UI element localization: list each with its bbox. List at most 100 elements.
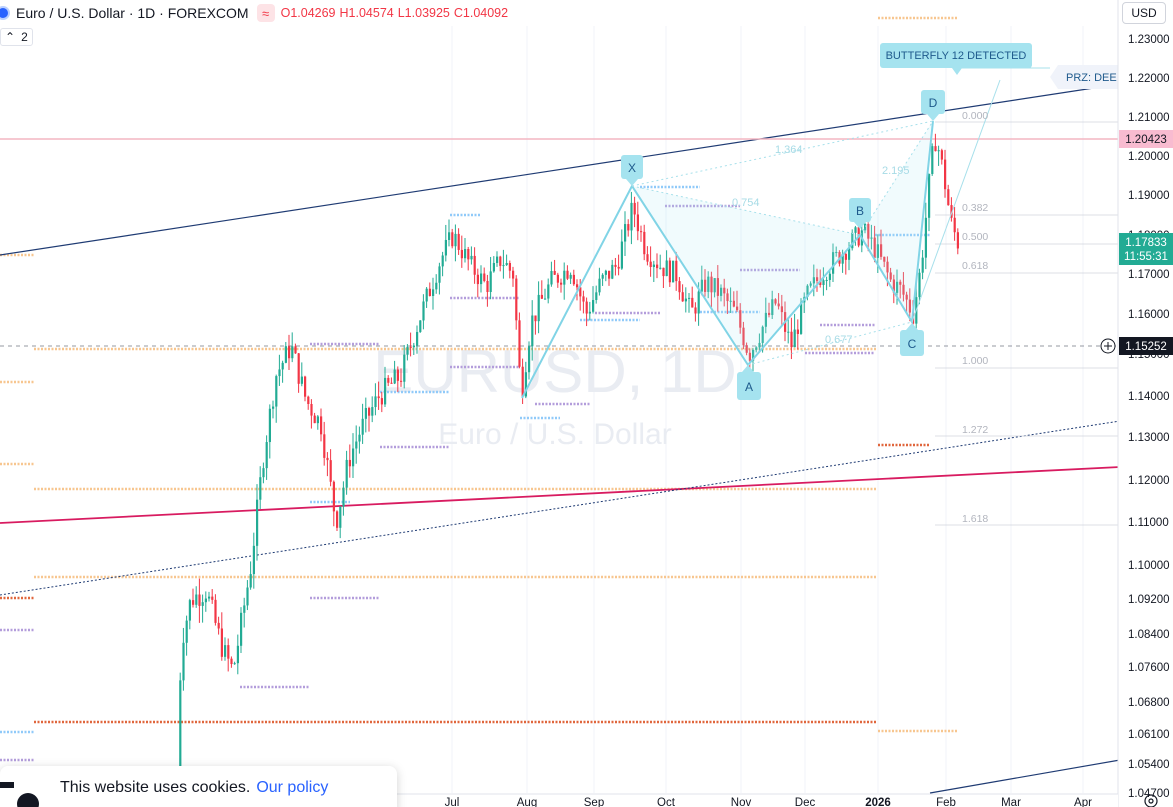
candle	[758, 333, 761, 353]
candle	[636, 201, 639, 241]
candle	[864, 221, 867, 234]
svg-text:1.20423: 1.20423	[1125, 134, 1167, 146]
candle	[809, 281, 812, 288]
candle	[585, 297, 588, 327]
candle	[643, 224, 646, 261]
price-axis[interactable]: 1.230001.220001.210001.200001.190001.180…	[1117, 0, 1173, 807]
point-x-label: X	[621, 155, 643, 186]
crosshair-price-tag: 1.15252	[1100, 337, 1173, 355]
candle	[540, 280, 543, 300]
butterfly-detected-label[interactable]: BUTTERFLY 12 DETECTED	[880, 43, 1032, 75]
candle	[371, 396, 374, 423]
candle	[646, 246, 649, 266]
candle	[684, 287, 687, 313]
candle	[403, 345, 406, 389]
fib-0-500: 0.500	[962, 231, 988, 243]
y-tick-label: 1.16000	[1128, 309, 1170, 321]
candle	[835, 246, 838, 257]
candle	[502, 249, 505, 279]
candle	[790, 317, 793, 360]
x-tick-label: Nov	[731, 797, 752, 807]
point-c-label: C	[900, 323, 924, 356]
candle	[515, 275, 518, 330]
cookie-policy-link[interactable]: Our policy	[256, 779, 329, 796]
candle	[883, 256, 886, 268]
ohlc-high: H1.04574	[339, 6, 394, 20]
settings-icon[interactable]	[1144, 794, 1158, 807]
point-a-label: A	[737, 365, 761, 400]
candle	[284, 341, 287, 364]
y-tick-label: 1.05400	[1128, 759, 1170, 771]
symbol-title[interactable]: Euro / U.S. Dollar · 1D · FOREXCOM	[16, 5, 249, 21]
candle	[390, 377, 393, 384]
candle	[729, 287, 732, 314]
x-tick-label: Apr	[1074, 797, 1092, 807]
candle	[918, 268, 921, 305]
candle	[905, 291, 908, 314]
svg-text:C: C	[908, 337, 917, 351]
candle	[518, 312, 521, 369]
indicators-toggle[interactable]: ⌃ 2	[0, 28, 33, 46]
candle	[256, 484, 259, 561]
candle	[560, 278, 563, 293]
candle	[739, 303, 742, 334]
x-tick-label: 2026	[865, 797, 891, 807]
y-tick-label: 1.11000	[1128, 517, 1169, 529]
candle	[793, 313, 796, 348]
candle	[396, 366, 399, 392]
ratio-ab: 0.754	[732, 197, 760, 209]
candle	[323, 421, 326, 466]
vertical-gridlines	[451, 26, 1084, 793]
candle	[240, 607, 243, 654]
y-tick-label: 1.19000	[1128, 190, 1170, 202]
y-tick-label: 1.13000	[1128, 432, 1170, 444]
currency-button[interactable]: USD	[1122, 2, 1166, 24]
candle	[252, 532, 255, 589]
candle	[265, 435, 268, 480]
candle	[921, 250, 924, 280]
candle	[233, 661, 236, 665]
candle	[291, 332, 294, 363]
candle	[950, 197, 953, 222]
candle	[339, 506, 342, 539]
candle	[547, 278, 550, 304]
candle	[928, 173, 931, 232]
x-tick-label: Aug	[517, 797, 537, 807]
candle	[304, 375, 307, 402]
candle	[480, 265, 483, 293]
candle	[310, 399, 313, 429]
candle	[419, 320, 422, 333]
candle	[432, 277, 435, 310]
candle	[672, 260, 675, 283]
watermark-name: Euro / U.S. Dollar	[438, 418, 671, 451]
candle	[816, 268, 819, 292]
candle	[681, 284, 684, 302]
candle	[710, 271, 713, 308]
candle	[844, 250, 847, 275]
candle	[451, 228, 454, 249]
symbol-logo-icon[interactable]	[0, 6, 10, 20]
data-badge[interactable]: ≈	[256, 4, 275, 22]
fib-1-000: 1.000	[962, 355, 988, 367]
candle	[249, 561, 252, 590]
candle	[720, 284, 723, 302]
candle	[236, 634, 239, 675]
candle	[825, 276, 828, 291]
candle	[444, 224, 447, 262]
prz-label[interactable]: PRZ: DEEP	[1050, 65, 1124, 89]
dotted-trendline	[0, 420, 1121, 596]
candle	[326, 452, 329, 477]
pivot-dot-levels	[0, 16, 958, 762]
candle	[406, 344, 409, 361]
pattern-point-labels[interactable]: X B D A C	[621, 90, 945, 400]
candle	[937, 145, 940, 166]
fib-1-272: 1.272	[962, 424, 988, 436]
y-tick-label: 1.14000	[1128, 391, 1170, 403]
candle	[422, 294, 425, 330]
candle	[732, 291, 735, 308]
candle	[694, 302, 697, 322]
candle	[892, 274, 895, 304]
svg-text:B: B	[856, 204, 864, 218]
candle	[361, 403, 364, 444]
